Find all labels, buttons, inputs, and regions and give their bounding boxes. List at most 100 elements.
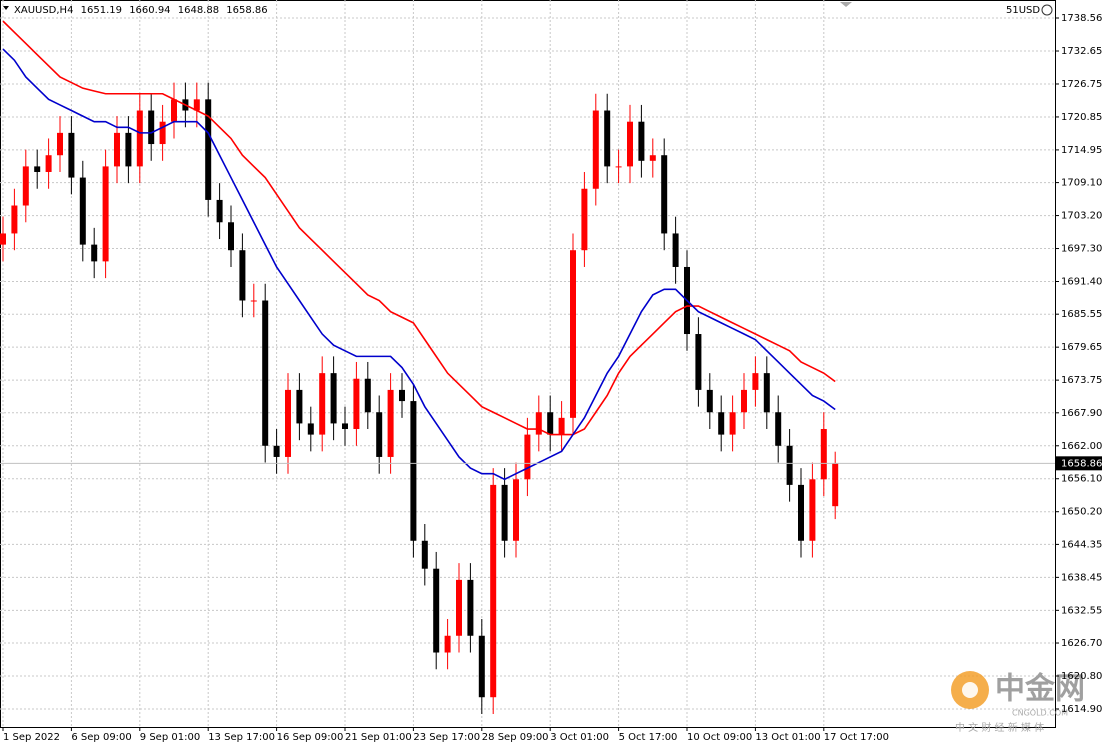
y-tick-label: 1626.70 (1061, 638, 1102, 649)
plot-frame (0, 0, 1056, 728)
candle-body (171, 99, 177, 122)
y-tick-label: 1726.75 (1061, 79, 1102, 90)
x-tick-label: 13 Oct 01:00 (755, 732, 820, 743)
candle-body (570, 250, 576, 418)
last-close: 1658.86 (226, 5, 267, 16)
account-label: 51USD (1006, 5, 1040, 16)
account-icon[interactable] (1041, 4, 1053, 16)
moving-average (2, 20, 836, 436)
candle-body (501, 484, 508, 541)
candle-body (79, 177, 86, 245)
x-tick-label: 17 Oct 17:00 (824, 732, 889, 743)
x-tick-label: 9 Sep 01:00 (140, 732, 200, 743)
y-tick-label: 1738.56 (1061, 13, 1102, 24)
candle-body (22, 166, 29, 206)
last-open: 1651.19 (81, 5, 122, 16)
candle-body (45, 155, 52, 172)
menu-arrow[interactable] (3, 6, 9, 10)
x-tick-label: 23 Sep 17:00 (413, 732, 480, 743)
candle-body (513, 479, 519, 541)
x-tick-label: 5 Oct 17:00 (619, 732, 678, 743)
x-tick-label: 6 Sep 09:00 (71, 732, 131, 743)
candle-body (433, 568, 440, 653)
y-tick-label: 1614.90 (1061, 704, 1102, 715)
candle-body (763, 373, 770, 413)
y-tick-label: 1685.55 (1061, 309, 1102, 320)
y-tick-label: 1667.90 (1061, 408, 1102, 419)
candle-body (661, 155, 668, 234)
candle-body (114, 132, 120, 167)
watermark-logo-inner (962, 682, 978, 698)
watermark-slogan: 中 文 财 经 新 媒 体 (955, 721, 1044, 734)
candle-body (695, 334, 702, 390)
candle-body (364, 378, 371, 413)
y-tick-label: 1656.10 (1061, 474, 1102, 485)
candle-body (490, 484, 497, 698)
candle-body (136, 110, 143, 167)
candle-body (239, 250, 246, 301)
candle-body (285, 389, 291, 457)
candle-body (535, 412, 542, 435)
candle-body (68, 132, 75, 178)
candle-body (581, 188, 588, 251)
x-tick-label: 28 Sep 09:00 (482, 732, 549, 743)
candle-body (11, 205, 18, 234)
x-tick-label: 1 Sep 2022 (3, 732, 60, 743)
candle-body (34, 166, 41, 172)
candle-body (638, 121, 645, 161)
candle-body (604, 110, 611, 167)
candle-body (672, 233, 679, 267)
y-tick-label: 1703.20 (1061, 211, 1102, 222)
y-tick-label: 1632.55 (1061, 605, 1102, 616)
candle-body (296, 389, 303, 424)
last-high: 1660.94 (129, 5, 170, 16)
y-tick-label: 1709.10 (1061, 178, 1102, 189)
candle-body (467, 579, 474, 636)
candle-body (592, 110, 599, 189)
watermark-site: CNGOLD.COM (1012, 709, 1068, 718)
y-tick-label: 1697.30 (1061, 244, 1102, 255)
scroll-marker[interactable] (840, 2, 852, 7)
candle-body (205, 99, 212, 200)
candle-body (809, 479, 816, 541)
candle-body (307, 423, 314, 435)
candle-body (376, 412, 383, 457)
candle-body (250, 300, 257, 302)
x-tick-label: 16 Sep 09:00 (277, 732, 344, 743)
candle-body (627, 121, 633, 167)
candle-body (102, 166, 109, 262)
candle-body (91, 244, 98, 262)
candle-body (718, 412, 725, 435)
candle-body (273, 445, 280, 457)
candle-body (159, 121, 166, 145)
candle-body (741, 389, 747, 413)
candle-body (786, 445, 793, 485)
candle-body (0, 233, 6, 245)
candle-body (421, 540, 428, 569)
price-label-bg (1056, 456, 1102, 471)
x-tick-label: 10 Oct 09:00 (687, 732, 752, 743)
watermark-name: 中金网 (995, 672, 1085, 707)
candle-body (342, 423, 348, 430)
candle-body (444, 635, 451, 653)
candle-body (399, 389, 405, 402)
chart-header: XAUUSD,H4 1651.19 1660.94 1648.88 1658.8… (14, 5, 268, 16)
candle-body (524, 434, 531, 480)
y-tick-label: 1650.20 (1061, 507, 1102, 518)
candle-body (228, 222, 234, 251)
symbol: XAUUSD,H4 (14, 5, 73, 16)
y-tick-label: 1620.80 (1061, 671, 1102, 682)
price-label: 1658.86 (1061, 458, 1102, 469)
y-tick-label: 1732.65 (1061, 46, 1102, 57)
x-tick-label: 3 Oct 01:00 (550, 732, 609, 743)
candle-body (57, 132, 63, 156)
y-tick-label: 1662.00 (1061, 441, 1102, 452)
candle-body (706, 389, 713, 413)
candle-body (353, 378, 360, 430)
candle-body (330, 373, 337, 424)
candle-body (547, 412, 554, 435)
y-tick-label: 1679.65 (1061, 342, 1102, 353)
candle-body (410, 401, 417, 541)
candle-body (729, 412, 736, 435)
